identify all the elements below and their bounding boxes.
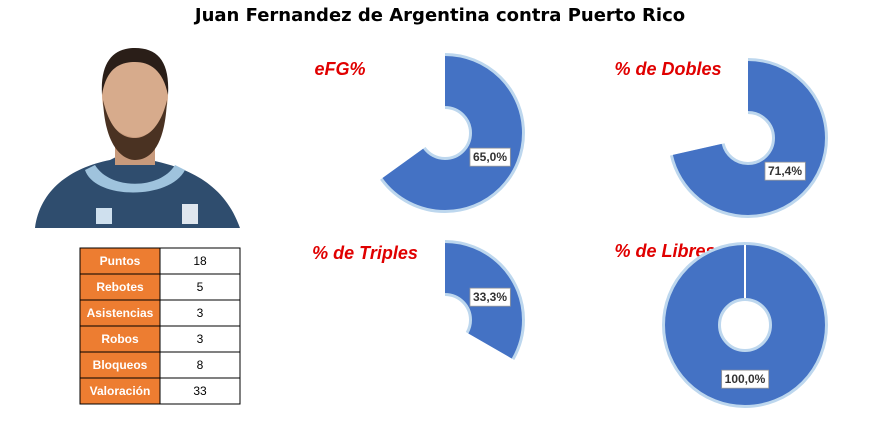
value-label: 71,4% — [768, 164, 802, 178]
table-value-cell — [159, 247, 241, 275]
value-label-box — [469, 287, 511, 307]
table-value-cell — [159, 377, 241, 405]
chart-title: % de Dobles — [614, 59, 721, 79]
pie-segment — [671, 61, 825, 215]
table-key: Rebotes — [96, 280, 144, 294]
table-key-cell — [79, 247, 161, 275]
pie-segment — [368, 243, 522, 397]
chart-title: % de Triples — [312, 243, 418, 263]
table-key-cell — [79, 377, 161, 405]
value-label: 33,3% — [473, 290, 507, 304]
table-value: 5 — [197, 280, 204, 294]
value-label-box — [721, 369, 770, 389]
table-key: Asistencias — [87, 306, 154, 320]
table-key: Bloqueos — [93, 358, 148, 372]
chart-title: % de Libres — [614, 241, 715, 261]
value-label-box — [764, 161, 806, 181]
table-value: 8 — [197, 358, 204, 372]
value-label: 100,0% — [725, 372, 766, 386]
table-key: Valoración — [90, 384, 151, 398]
table-value: 3 — [197, 306, 204, 320]
chart-title: eFG% — [314, 59, 365, 79]
table-value-cell — [159, 351, 241, 379]
page-title: Juan Fernandez de Argentina contra Puert… — [193, 5, 685, 26]
table-key: Robos — [101, 332, 139, 346]
pie-segment — [368, 56, 522, 210]
table-key: Puntos — [100, 254, 141, 268]
table-value: 3 — [197, 332, 204, 346]
table-key-cell — [79, 351, 161, 379]
table-value-cell — [159, 325, 241, 353]
table-value: 18 — [193, 254, 207, 268]
value-label-box — [469, 147, 511, 167]
table-value: 33 — [193, 384, 207, 398]
charts: eFG% 65,0% % de Dobles 71,4% % de Triples 33,… — [312, 53, 828, 408]
stats-table: Puntos 18 Rebotes 5 Asistencias 3 Robos 3 Bloque… — [79, 247, 241, 405]
player-photo — [35, 48, 240, 228]
value-label: 65,0% — [473, 150, 507, 164]
